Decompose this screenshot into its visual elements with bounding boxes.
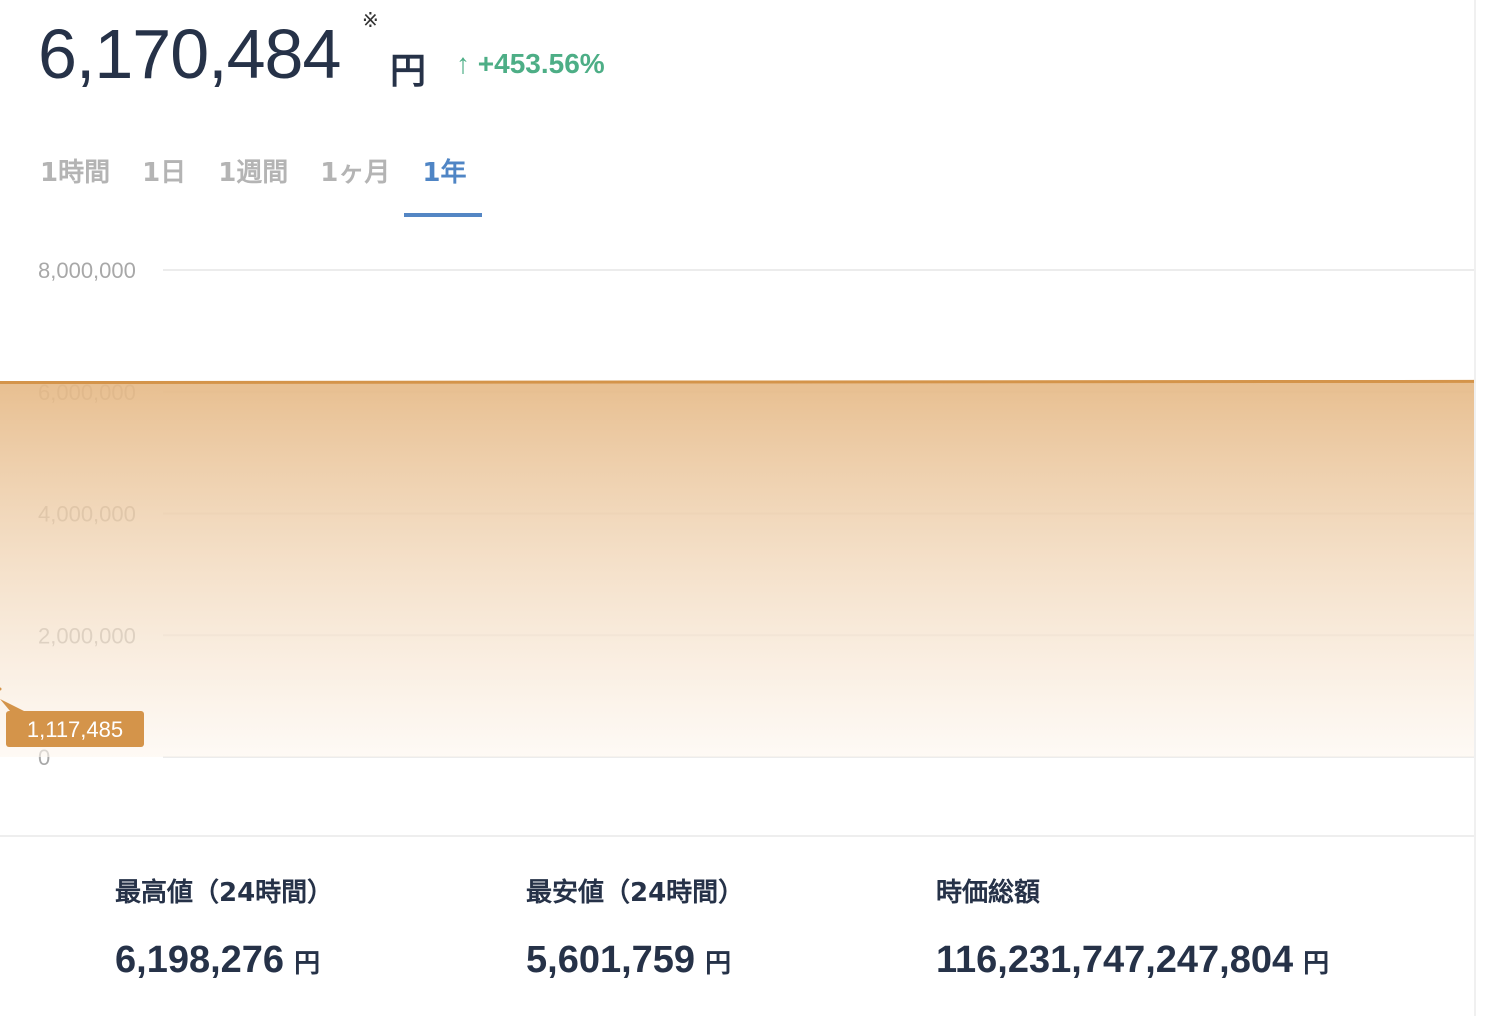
data-point — [0, 687, 2, 691]
svg-text:1,117,485: 1,117,485 — [27, 717, 123, 742]
current-price: 6,170,484 — [38, 15, 341, 93]
stat-value: 5,601,759 — [526, 939, 696, 981]
stat-label: 最高値（24時間） — [115, 878, 334, 908]
divider — [0, 835, 1474, 837]
stat-market-cap: 時価総額 116,231,747,247,804 円 — [936, 872, 1329, 982]
y-tick-label: 8,000,000 — [38, 258, 136, 283]
price-area — [0, 381, 1474, 757]
stat-unit: 円 — [294, 948, 321, 978]
stat-unit: 円 — [1303, 948, 1330, 978]
tab-1-week[interactable]: 1週間 — [218, 158, 289, 188]
price-unit: 円 — [390, 51, 427, 92]
stat-value: 6,198,276 — [115, 939, 285, 981]
stat-value: 116,231,747,247,804 — [936, 939, 1294, 981]
stat-label: 時価総額 — [936, 878, 1041, 908]
price-change: ↑ +453.56% — [456, 48, 605, 80]
change-percent: +453.56% — [477, 48, 605, 79]
tab-1-hour[interactable]: 1時間 — [40, 158, 111, 188]
tab-1-day[interactable]: 1日 — [142, 158, 187, 188]
right-border — [1474, 0, 1476, 1016]
stat-high-24h: 最高値（24時間） 6,198,276 円 — [115, 872, 333, 982]
stat-unit: 円 — [705, 948, 732, 978]
period-tabs: 1時間 1日 1週間 1ヶ月 1年 — [40, 152, 498, 217]
note-mark: ※ — [362, 8, 379, 32]
price-chart[interactable]: 8,000,0006,000,0004,000,0002,000,000001/… — [0, 0, 1486, 830]
arrow-up-icon: ↑ — [456, 48, 470, 79]
annotation-min: 1,117,485 — [0, 698, 144, 747]
tab-1-month[interactable]: 1ヶ月 — [320, 158, 391, 188]
tab-1-year[interactable]: 1年 — [404, 152, 483, 217]
stat-label: 最安値（24時間） — [526, 878, 745, 908]
stat-low-24h: 最安値（24時間） 5,601,759 円 — [526, 872, 744, 982]
